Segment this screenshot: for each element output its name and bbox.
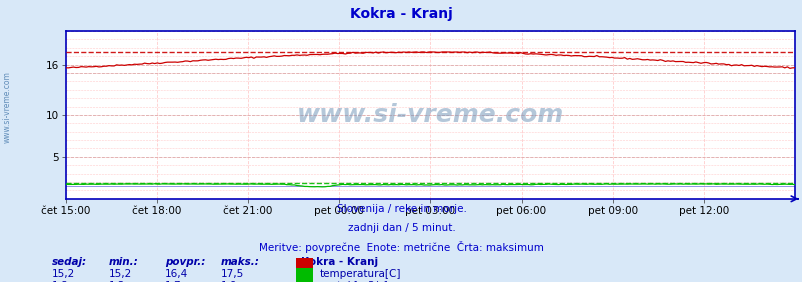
Text: 1,9: 1,9 — [221, 281, 237, 282]
Text: 1,2: 1,2 — [108, 281, 125, 282]
Text: Slovenija / reke in morje.: Slovenija / reke in morje. — [336, 204, 466, 214]
Text: 16,4: 16,4 — [164, 269, 188, 279]
Text: povpr.:: povpr.: — [164, 257, 205, 266]
Text: sedaj:: sedaj: — [52, 257, 87, 266]
Text: Kokra - Kranj: Kokra - Kranj — [301, 257, 378, 266]
Text: www.si-vreme.com: www.si-vreme.com — [297, 103, 563, 127]
Text: pretok[m3/s]: pretok[m3/s] — [319, 281, 387, 282]
Text: www.si-vreme.com: www.si-vreme.com — [2, 71, 12, 143]
Text: temperatura[C]: temperatura[C] — [319, 269, 400, 279]
Text: 17,5: 17,5 — [221, 269, 244, 279]
Text: maks.:: maks.: — [221, 257, 259, 266]
Text: Kokra - Kranj: Kokra - Kranj — [350, 7, 452, 21]
Text: Meritve: povprečne  Enote: metrične  Črta: maksimum: Meritve: povprečne Enote: metrične Črta:… — [259, 241, 543, 253]
Text: zadnji dan / 5 minut.: zadnji dan / 5 minut. — [347, 223, 455, 233]
Text: 1,7: 1,7 — [164, 281, 181, 282]
Text: min.:: min.: — [108, 257, 138, 266]
Text: 1,8: 1,8 — [52, 281, 69, 282]
Text: 15,2: 15,2 — [108, 269, 132, 279]
Text: 15,2: 15,2 — [52, 269, 75, 279]
